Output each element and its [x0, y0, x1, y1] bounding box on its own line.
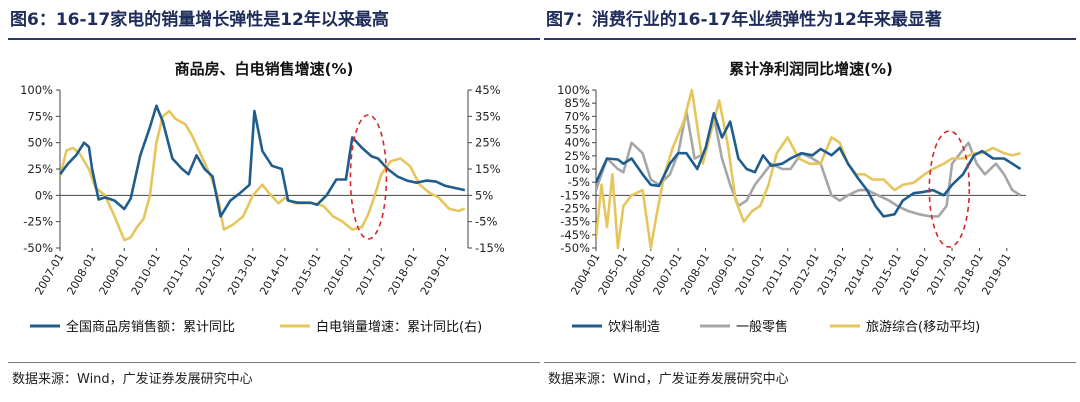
y-tick-label-left: 25% [564, 149, 590, 163]
y-tick-label-right: -15% [475, 241, 505, 255]
y-tick-label-left: 50% [27, 136, 53, 150]
y-tick-label-right: 35% [475, 109, 501, 123]
y-tick-label-right: 45% [475, 83, 501, 97]
legend-label: 旅游综合(移动平均) [866, 320, 980, 335]
x-tick-label: 2017-01 [354, 251, 388, 297]
figure-title: 图7：消费行业的16-17年业绩弹性为12年来最显著 [546, 10, 942, 30]
source-rule [8, 362, 540, 363]
x-tick-label: 2018-01 [386, 251, 420, 297]
y-tick-label-left: -25% [23, 215, 53, 229]
x-tick-label: 2014-01 [257, 251, 291, 297]
highlight-ellipse [349, 114, 388, 240]
x-tick-label: 2011-01 [161, 251, 195, 297]
legend-label: 饮料制造 [608, 320, 660, 335]
series-line [596, 88, 1021, 250]
title-rule [544, 38, 1076, 40]
y-tick-label-left: 55% [564, 123, 590, 137]
y-tick-label-left: -25% [560, 202, 590, 216]
x-tick-label: 2009-01 [97, 251, 131, 297]
chart-title: 商品房、白电销售增速(%) [175, 60, 354, 78]
y-tick-label-left: -45% [560, 228, 590, 242]
x-tick-label: 2019-01 [418, 251, 452, 297]
y-tick-label-left: -35% [560, 215, 590, 229]
series-line [60, 109, 466, 242]
figure-title: 图6：16-17家电的销量增长弹性是12年以来最高 [10, 10, 389, 30]
y-tick-label-left: 40% [564, 136, 590, 150]
y-tick-label-left: 75% [27, 109, 53, 123]
x-tick-label: 2007-01 [32, 251, 66, 297]
y-tick-label-left: 70% [564, 109, 590, 123]
y-tick-label-right: 25% [475, 136, 501, 150]
y-tick-label-left: 0% [35, 188, 53, 202]
series-line [596, 111, 1022, 218]
y-tick-label-left: 25% [27, 162, 53, 176]
y-tick-label-right: -5% [475, 215, 497, 229]
y-tick-label-left: -50% [560, 241, 590, 255]
y-tick-label-left: 10% [564, 162, 590, 176]
x-tick-label: 2013-01 [225, 251, 259, 297]
y-tick-label-right: 5% [475, 188, 493, 202]
figure-7-panel: 图7：消费行业的16-17年业绩弹性为12年来最显著 累计净利润同比增速(%) -… [544, 0, 1076, 402]
y-tick-label-left: -5% [568, 175, 590, 189]
chart-title: 累计净利润同比增速(%) [729, 60, 893, 78]
y-tick-label-left: 100% [557, 83, 590, 97]
x-tick-label: 2008-01 [64, 251, 98, 297]
legend-label: 一般零售 [736, 319, 788, 335]
source-note: 数据来源：Wind，广发证券发展研究中心 [548, 372, 789, 387]
series-line [596, 109, 1022, 218]
x-tick-label: 2010-01 [129, 251, 163, 297]
x-tick-label: 2012-01 [193, 251, 227, 297]
x-tick-label: 2015-01 [289, 251, 323, 297]
y-tick-label-left: 85% [564, 96, 590, 110]
legend-label: 全国商品房销售额：累计同比 [66, 319, 235, 335]
title-rule [8, 38, 540, 40]
series-line [60, 104, 466, 218]
y-tick-label-left: 100% [20, 83, 53, 97]
y-tick-label-left: -15% [560, 188, 590, 202]
x-tick-label: 2016-01 [321, 251, 355, 297]
source-rule [544, 362, 1076, 363]
y-tick-label-right: 15% [475, 162, 501, 176]
figure-6-panel: 图6：16-17家电的销量增长弹性是12年以来最高 商品房、白电销售增速(%) -… [8, 0, 540, 402]
source-note: 数据来源：Wind，广发证券发展研究中心 [12, 372, 253, 387]
chart-sales-growth: 商品房、白电销售增速(%) -50% -25% 0% 25% 50% 75% 100% -15%… [20, 60, 505, 335]
y-tick-label-left: -50% [23, 241, 53, 255]
legend-label: 白电销量增速：累计同比(右) [316, 319, 482, 335]
chart-profit-growth: 累计净利润同比增速(%) -50%-45%-35%-25%-15%-5%10%25… [557, 60, 1026, 335]
highlight-ellipse [928, 130, 971, 248]
